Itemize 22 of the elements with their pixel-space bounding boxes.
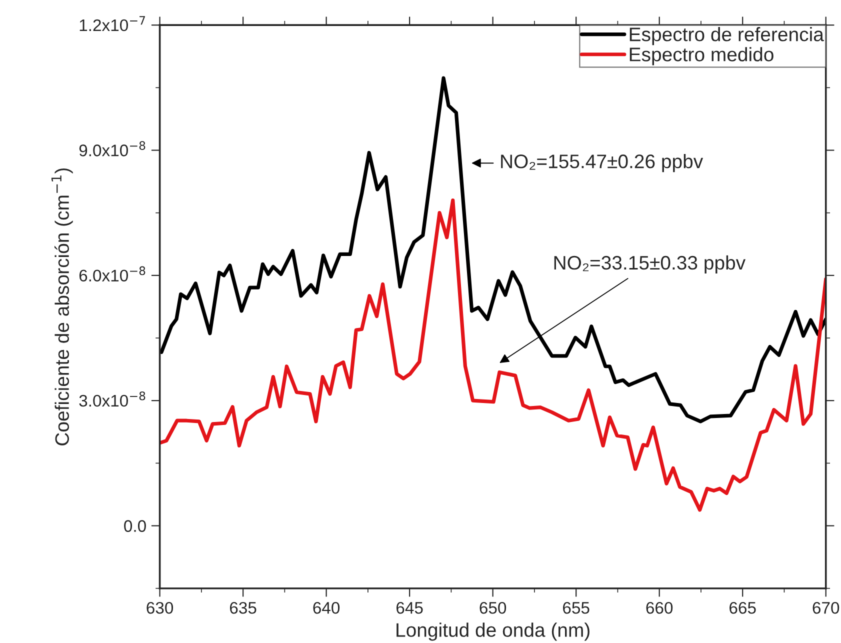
y-tick-label: 1.2x10$^{−7}$ bbox=[80, 16, 145, 32]
x-axis-title: Longitud de onda (nm) bbox=[396, 622, 590, 641]
x-tick-label: 630 bbox=[146, 602, 174, 614]
line-series bbox=[160, 198, 826, 512]
y-axis-title: Coeficiente de absorción (cm$^{−1}$) bbox=[51, 168, 73, 446]
line-series bbox=[160, 76, 826, 424]
legend-label: Espectro de referencia bbox=[630, 27, 824, 46]
y-tick-label: 0.0 bbox=[124, 520, 146, 532]
x-tick-label: 635 bbox=[230, 602, 256, 614]
x-tick-label: 640 bbox=[313, 602, 340, 614]
x-tick-label: 670 bbox=[812, 602, 840, 614]
legend-label: Espectro medido bbox=[630, 47, 774, 66]
annotation: NO₂=33.15±0.33 ppbv bbox=[554, 255, 746, 274]
y-tick-label: 6.0x10$^{−8}$ bbox=[79, 266, 146, 282]
y-tick-label: 9.0x10$^{−8}$ bbox=[79, 141, 146, 156]
y-tick-label: 3.0x10$^{−8}$ bbox=[79, 391, 146, 407]
x-tick-label: 645 bbox=[396, 602, 423, 614]
x-tick-label: 655 bbox=[563, 602, 590, 614]
x-tick-label: 660 bbox=[646, 602, 673, 614]
x-tick-label: 650 bbox=[480, 602, 506, 614]
annotation: NO₂=155.47±0.26 ppbv bbox=[501, 154, 704, 172]
x-tick-label: 665 bbox=[730, 602, 756, 614]
